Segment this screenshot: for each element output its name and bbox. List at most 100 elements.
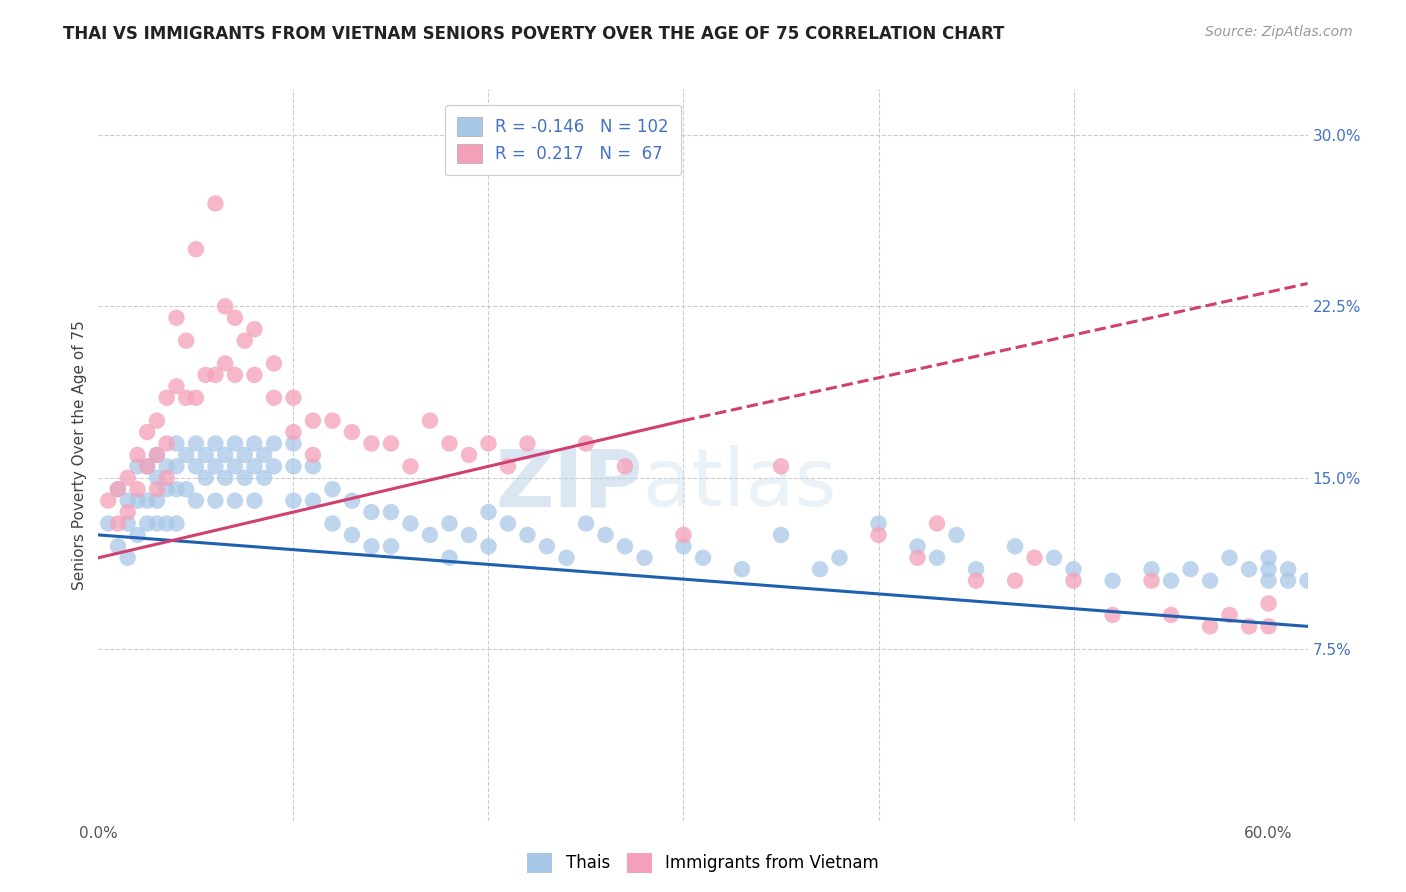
Point — [194, 471, 217, 485]
Y-axis label: Seniors Poverty Over the Age of 75: Seniors Poverty Over the Age of 75 — [72, 320, 87, 590]
Point — [243, 436, 266, 450]
Point — [380, 539, 402, 553]
Point — [516, 528, 538, 542]
Point — [184, 242, 207, 256]
Point — [1277, 574, 1299, 588]
Point — [117, 550, 139, 565]
Point — [1004, 539, 1026, 553]
Point — [146, 414, 169, 428]
Point — [925, 516, 948, 531]
Point — [360, 505, 382, 519]
Point — [174, 448, 197, 462]
Point — [136, 459, 159, 474]
Point — [439, 516, 461, 531]
Point — [1199, 619, 1222, 633]
Point — [458, 528, 481, 542]
Point — [127, 528, 149, 542]
Point — [107, 482, 129, 496]
Point — [380, 436, 402, 450]
Point — [97, 493, 120, 508]
Point — [555, 550, 578, 565]
Point — [243, 459, 266, 474]
Point — [156, 471, 179, 485]
Point — [808, 562, 831, 576]
Point — [224, 459, 246, 474]
Point — [692, 550, 714, 565]
Point — [1237, 562, 1260, 576]
Point — [419, 528, 441, 542]
Legend: Thais, Immigrants from Vietnam: Thais, Immigrants from Vietnam — [520, 847, 886, 880]
Text: atlas: atlas — [643, 445, 837, 524]
Point — [204, 196, 226, 211]
Point — [165, 516, 187, 531]
Point — [283, 459, 305, 474]
Point — [204, 436, 226, 450]
Point — [174, 391, 197, 405]
Point — [340, 528, 363, 542]
Point — [194, 368, 217, 382]
Point — [575, 436, 598, 450]
Point — [214, 356, 236, 371]
Point — [194, 448, 217, 462]
Point — [107, 516, 129, 531]
Point — [184, 391, 207, 405]
Point — [204, 368, 226, 382]
Point — [136, 493, 159, 508]
Point — [165, 379, 187, 393]
Point — [136, 516, 159, 531]
Point — [127, 493, 149, 508]
Point — [117, 505, 139, 519]
Point — [283, 391, 305, 405]
Point — [399, 516, 422, 531]
Point — [1024, 550, 1046, 565]
Point — [1101, 574, 1123, 588]
Point — [769, 459, 792, 474]
Point — [477, 539, 499, 553]
Point — [1277, 562, 1299, 576]
Point — [477, 505, 499, 519]
Point — [1140, 562, 1163, 576]
Point — [458, 448, 481, 462]
Point — [184, 493, 207, 508]
Point — [302, 459, 325, 474]
Point — [174, 334, 197, 348]
Point — [263, 459, 285, 474]
Point — [1180, 562, 1202, 576]
Point — [1257, 619, 1279, 633]
Point — [516, 436, 538, 450]
Point — [340, 493, 363, 508]
Point — [575, 516, 598, 531]
Point — [1004, 574, 1026, 588]
Point — [419, 414, 441, 428]
Point — [156, 459, 179, 474]
Point — [263, 436, 285, 450]
Point — [156, 516, 179, 531]
Point — [672, 539, 695, 553]
Point — [439, 436, 461, 450]
Point — [146, 448, 169, 462]
Point — [117, 471, 139, 485]
Point — [496, 516, 519, 531]
Point — [263, 356, 285, 371]
Point — [868, 528, 890, 542]
Point — [1063, 574, 1085, 588]
Point — [769, 528, 792, 542]
Point — [127, 482, 149, 496]
Point — [477, 436, 499, 450]
Point — [302, 414, 325, 428]
Point — [302, 448, 325, 462]
Point — [224, 436, 246, 450]
Point — [360, 539, 382, 553]
Point — [233, 448, 256, 462]
Point — [204, 459, 226, 474]
Point — [174, 482, 197, 496]
Point — [1296, 574, 1319, 588]
Point — [136, 459, 159, 474]
Point — [224, 310, 246, 325]
Point — [184, 436, 207, 450]
Point — [283, 425, 305, 439]
Point — [224, 493, 246, 508]
Point — [380, 505, 402, 519]
Point — [672, 528, 695, 542]
Point — [156, 482, 179, 496]
